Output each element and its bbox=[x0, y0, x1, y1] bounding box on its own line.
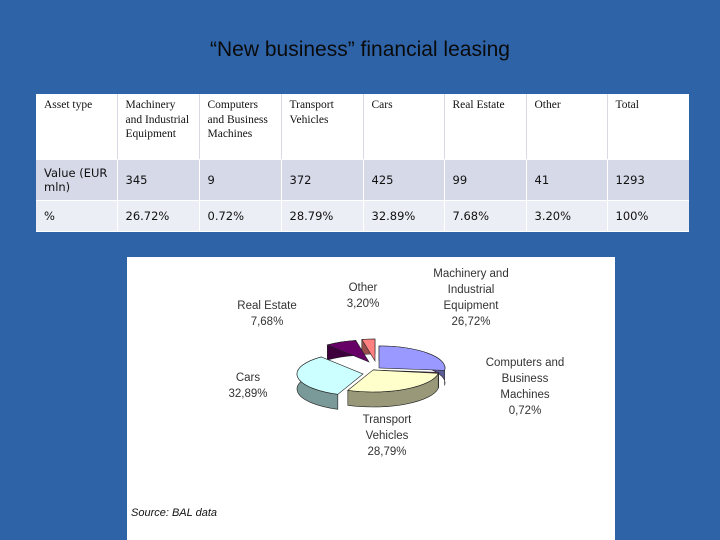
pie-slice-label: Machinery and Industrial Equipment 26,72% bbox=[433, 268, 508, 328]
table-cell: 9 bbox=[199, 159, 282, 201]
header-cell: Total bbox=[607, 94, 689, 160]
pie-slices bbox=[296, 338, 446, 410]
pie-slice bbox=[347, 369, 439, 393]
table-cell: 7.68% bbox=[444, 200, 527, 232]
table-cell: 28.79% bbox=[281, 200, 364, 232]
header-cell: Asset type bbox=[36, 94, 118, 160]
table-cell: 99 bbox=[444, 159, 527, 201]
pie-slice-label: Computers and Business Machines 0,72% bbox=[486, 357, 565, 417]
table-cell: Value (EUR mln) bbox=[36, 159, 118, 201]
slide-title: “New business” financial leasing bbox=[210, 38, 510, 61]
source-note: Source: BAL data bbox=[131, 507, 218, 519]
table-cell: 345 bbox=[117, 159, 200, 201]
pie-slice-label: Cars 32,89% bbox=[228, 372, 267, 400]
header-cell: Cars bbox=[363, 94, 445, 160]
table-cell: 100% bbox=[607, 200, 689, 232]
header-cell: Machinery and Industrial Equipment bbox=[117, 94, 200, 160]
table-cell: 32.89% bbox=[363, 200, 445, 232]
table-cell: 26.72% bbox=[117, 200, 200, 232]
table-cell: 425 bbox=[363, 159, 445, 201]
pie-slice bbox=[361, 338, 376, 363]
pie-chart: Machinery and Industrial Equipment 26,72% Co… bbox=[228, 268, 564, 458]
header-cell: Transport Vehicles bbox=[281, 94, 364, 160]
table-cell: 41 bbox=[526, 159, 608, 201]
pie-slice-label: Transport Vehicles 28,79% bbox=[363, 414, 413, 458]
table-header-row: Asset type Machinery and Industrial Equi… bbox=[36, 94, 689, 160]
pie-slice-label: Other 3,20% bbox=[347, 282, 380, 310]
table-cell: 3.20% bbox=[526, 200, 608, 232]
header-cell: Real Estate bbox=[444, 94, 527, 160]
table-cell: % bbox=[36, 200, 118, 232]
table-row: Value (EUR mln) 345 9 372 425 99 41 1293 bbox=[36, 159, 689, 201]
header-cell: Other bbox=[526, 94, 608, 160]
pie-slice bbox=[378, 345, 446, 371]
table-cell: 372 bbox=[281, 159, 364, 201]
leasing-table: Asset type Machinery and Industrial Equi… bbox=[36, 94, 689, 232]
table-cell: 1293 bbox=[607, 159, 689, 201]
table-cell: 0.72% bbox=[199, 200, 282, 232]
pie-labels: Machinery and Industrial Equipment 26,72% Co… bbox=[228, 268, 564, 458]
header-cell: Computers and Business Machines bbox=[199, 94, 282, 160]
pie-slice bbox=[326, 340, 370, 363]
pie-slice-label: Real Estate 7,68% bbox=[237, 300, 296, 328]
pie-chart-panel: Machinery and Industrial Equipment 26,72% Co… bbox=[127, 257, 615, 540]
pie-slice bbox=[296, 356, 364, 395]
table-row: % 26.72% 0.72% 28.79% 32.89% 7.68% 3.20%… bbox=[36, 200, 689, 232]
